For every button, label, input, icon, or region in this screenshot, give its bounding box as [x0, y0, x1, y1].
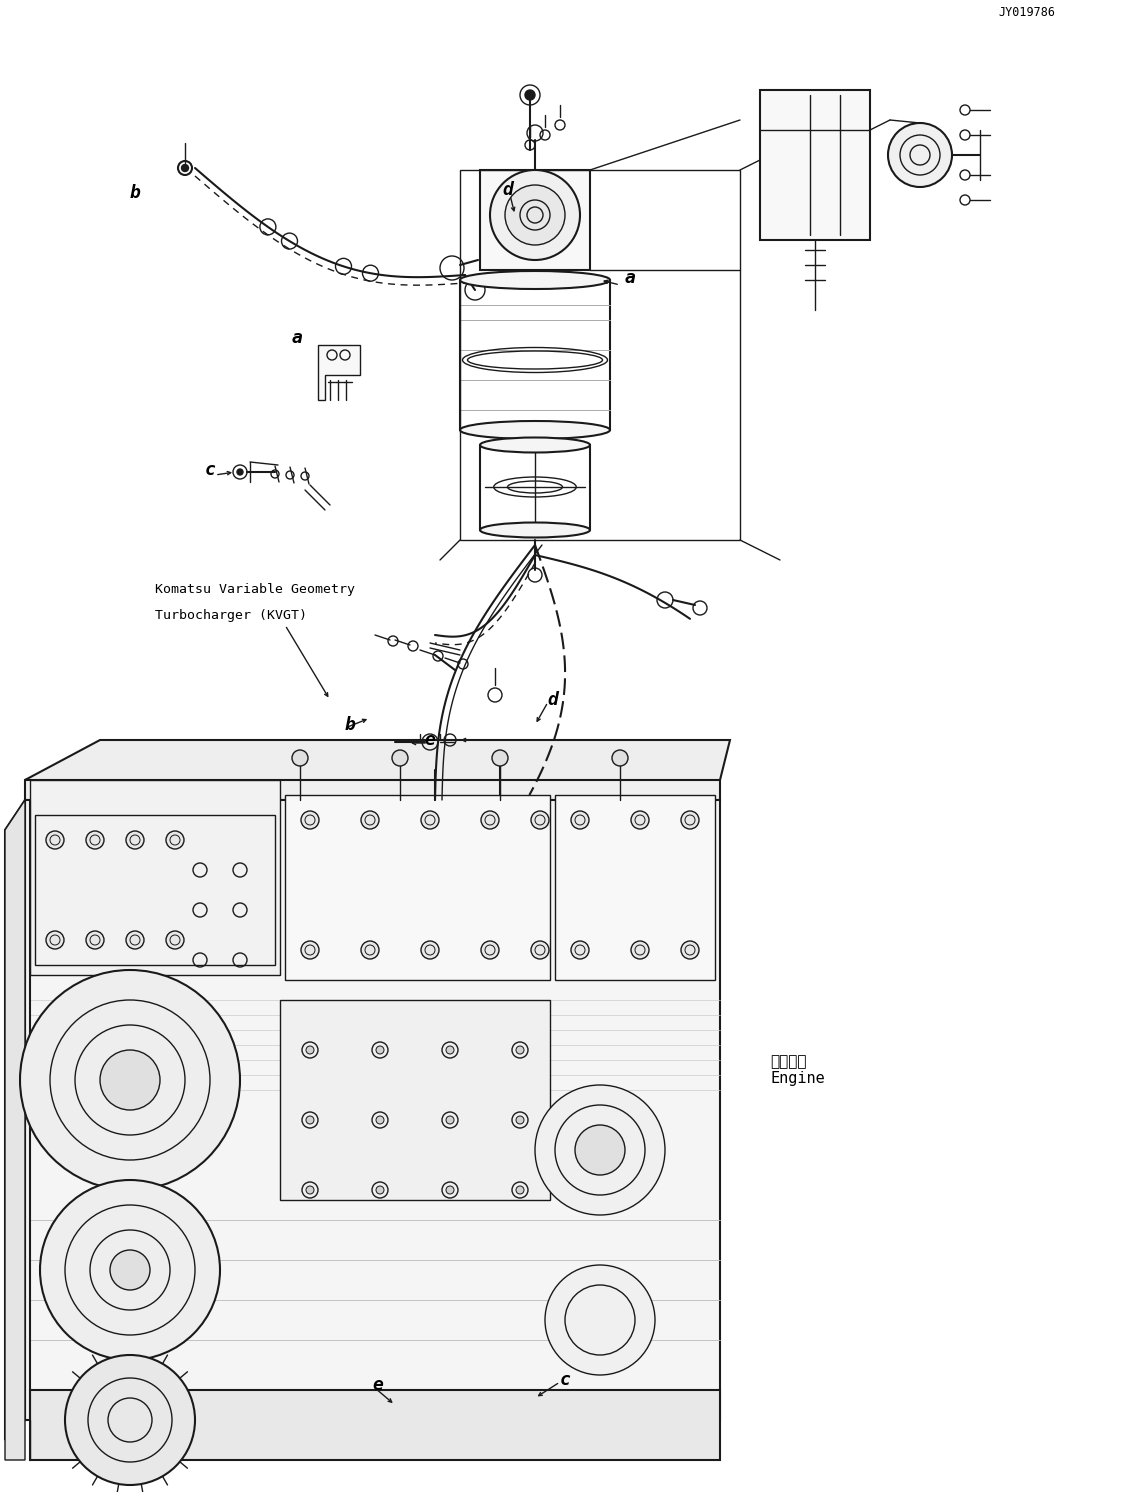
Circle shape	[86, 831, 104, 849]
Circle shape	[571, 941, 589, 959]
Circle shape	[376, 1186, 384, 1194]
Circle shape	[292, 750, 308, 765]
Polygon shape	[318, 345, 360, 400]
Circle shape	[481, 941, 499, 959]
Text: d: d	[503, 181, 513, 198]
Circle shape	[376, 1116, 384, 1123]
Text: e: e	[372, 1376, 384, 1394]
Circle shape	[516, 1186, 524, 1194]
Circle shape	[531, 941, 549, 959]
Circle shape	[306, 1116, 314, 1123]
Circle shape	[481, 812, 499, 830]
Circle shape	[681, 941, 699, 959]
Circle shape	[237, 468, 243, 474]
Polygon shape	[760, 90, 871, 240]
Circle shape	[110, 1250, 150, 1291]
Circle shape	[20, 970, 239, 1191]
Polygon shape	[30, 780, 280, 974]
Circle shape	[47, 831, 64, 849]
Circle shape	[575, 1125, 625, 1176]
Circle shape	[681, 812, 699, 830]
Circle shape	[505, 185, 565, 245]
Polygon shape	[5, 800, 25, 1440]
Circle shape	[86, 931, 104, 949]
Circle shape	[126, 931, 144, 949]
Polygon shape	[555, 795, 715, 980]
Polygon shape	[285, 795, 550, 980]
Polygon shape	[480, 170, 590, 270]
Polygon shape	[25, 740, 730, 780]
Circle shape	[376, 1046, 384, 1053]
Text: JY019786: JY019786	[999, 6, 1056, 19]
Circle shape	[526, 90, 535, 100]
Circle shape	[612, 750, 628, 765]
Circle shape	[301, 812, 319, 830]
Circle shape	[535, 1085, 665, 1214]
Circle shape	[516, 1116, 524, 1123]
Circle shape	[421, 812, 439, 830]
Circle shape	[65, 1355, 195, 1485]
Circle shape	[571, 812, 589, 830]
Circle shape	[182, 164, 188, 172]
Circle shape	[47, 931, 64, 949]
Circle shape	[490, 170, 580, 260]
Text: Komatsu Variable Geometry: Komatsu Variable Geometry	[155, 583, 355, 597]
Text: b: b	[345, 716, 355, 734]
Circle shape	[306, 1046, 314, 1053]
Text: エンジン
Engine: エンジン Engine	[770, 1053, 825, 1086]
Circle shape	[301, 941, 319, 959]
Circle shape	[40, 1180, 220, 1361]
Polygon shape	[25, 750, 720, 800]
Text: c: c	[204, 461, 216, 479]
Polygon shape	[25, 800, 720, 1420]
Polygon shape	[280, 1000, 550, 1200]
Circle shape	[421, 941, 439, 959]
Circle shape	[446, 1046, 454, 1053]
Text: a: a	[292, 330, 302, 348]
Polygon shape	[30, 1391, 720, 1461]
Circle shape	[631, 941, 649, 959]
Circle shape	[100, 1050, 160, 1110]
Text: b: b	[129, 184, 141, 201]
Circle shape	[516, 1046, 524, 1053]
Polygon shape	[5, 800, 25, 1461]
Text: e: e	[424, 731, 436, 749]
Circle shape	[166, 831, 184, 849]
Text: d: d	[547, 691, 558, 709]
Circle shape	[446, 1116, 454, 1123]
Circle shape	[545, 1265, 655, 1376]
Circle shape	[306, 1186, 314, 1194]
Ellipse shape	[460, 272, 609, 289]
Circle shape	[392, 750, 407, 765]
Circle shape	[888, 122, 952, 186]
Circle shape	[446, 1186, 454, 1194]
Circle shape	[126, 831, 144, 849]
Text: c: c	[560, 1371, 571, 1389]
Circle shape	[631, 812, 649, 830]
Ellipse shape	[480, 437, 590, 452]
Circle shape	[361, 812, 379, 830]
Circle shape	[166, 931, 184, 949]
Circle shape	[361, 941, 379, 959]
Ellipse shape	[480, 522, 590, 537]
Text: a: a	[624, 269, 636, 286]
Circle shape	[531, 812, 549, 830]
Ellipse shape	[460, 421, 609, 439]
Circle shape	[491, 750, 508, 765]
Text: Turbocharger (KVGT): Turbocharger (KVGT)	[155, 609, 306, 622]
